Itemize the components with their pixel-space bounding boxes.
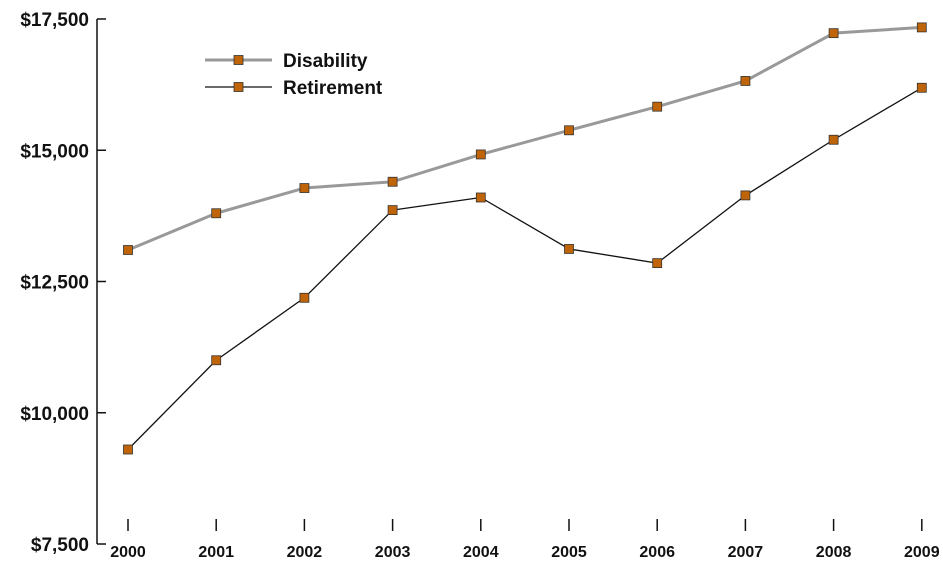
legend-item-disability: Disability [205, 51, 368, 72]
series-disability [123, 22, 927, 255]
data-point [740, 76, 751, 86]
data-point [828, 134, 839, 145]
x-tick-label: 2008 [816, 544, 852, 561]
data-point [916, 82, 927, 93]
data-point [652, 101, 663, 112]
y-axis: $7,500 $10,000 $12,500 $15,000 $17,500 [20, 10, 106, 556]
legend: Disability Retirement [205, 51, 383, 99]
data-point [475, 149, 486, 160]
x-axis: 2000 2001 2002 2003 2004 2005 2006 2007 2008 2009 [110, 519, 940, 561]
data-point [123, 444, 133, 455]
y-tick-label: $12,500 [20, 273, 89, 294]
x-tick-label: 2002 [287, 544, 323, 561]
y-tick-label: $17,500 [20, 10, 89, 31]
x-tick-label: 2006 [639, 544, 675, 561]
data-point [740, 190, 751, 201]
legend-label: Retirement [283, 78, 383, 99]
legend-marker [233, 55, 244, 65]
data-point [387, 205, 398, 216]
data-point [475, 192, 486, 203]
y-tick-label: $15,000 [20, 141, 89, 162]
data-point [828, 28, 839, 39]
data-point [299, 183, 310, 193]
data-point [564, 125, 574, 136]
data-point [299, 292, 310, 303]
data-point [211, 355, 222, 366]
x-tick-label: 2005 [551, 544, 587, 561]
x-tick-label: 2001 [198, 544, 234, 561]
data-point [652, 258, 663, 269]
data-point [564, 244, 574, 254]
legend-marker [233, 82, 244, 92]
series-line-retirement [127, 87, 923, 450]
data-point [123, 245, 133, 255]
data-point [211, 208, 222, 219]
legend-item-retirement: Retirement [205, 78, 383, 99]
data-point [916, 22, 927, 33]
x-tick-label: 2003 [375, 544, 411, 561]
legend-label: Disability [283, 51, 368, 72]
x-tick-label: 2009 [904, 544, 940, 561]
series-retirement [123, 82, 927, 455]
series-layer [123, 22, 927, 455]
x-tick-label: 2007 [728, 544, 764, 561]
series-line-disability [127, 25, 922, 252]
y-tick-label: $10,000 [20, 404, 89, 425]
data-point [387, 176, 398, 187]
y-tick-label: $7,500 [31, 535, 89, 556]
x-tick-label: 2000 [110, 544, 146, 561]
x-tick-label: 2004 [463, 544, 499, 561]
